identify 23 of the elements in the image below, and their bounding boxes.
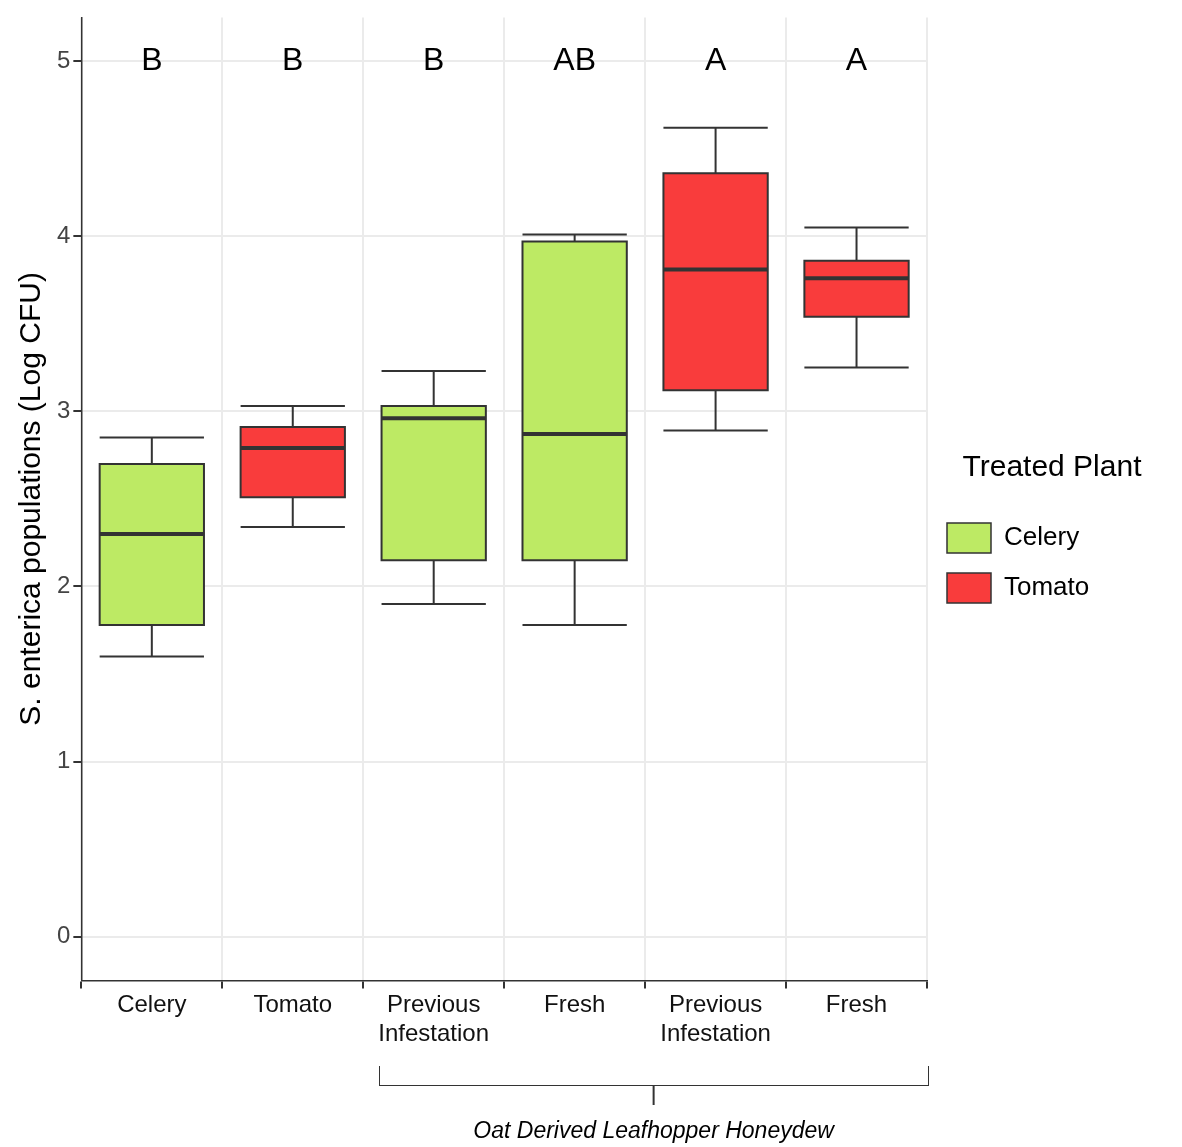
y-tick-label: 0 xyxy=(56,921,71,949)
text: Oat Derived Leafhopper Honeydew xyxy=(473,1117,836,1144)
annotation: AB xyxy=(553,41,596,77)
annotation: B xyxy=(141,41,163,77)
x-tick-label: Previous Infestation xyxy=(660,990,771,1047)
y-tick-label: 1 xyxy=(56,746,71,774)
x-tick-label: Tomato xyxy=(253,990,333,1018)
y-tick-label: 2 xyxy=(56,571,71,599)
x-tick-label: Celery xyxy=(117,990,187,1018)
x-tick-label: Fresh xyxy=(825,990,888,1018)
x-tick-label: Previous Infestation xyxy=(378,990,490,1047)
legend-label: Celery xyxy=(1004,521,1080,552)
y-tick-label: 5 xyxy=(56,45,71,73)
y-tick-label: 4 xyxy=(56,220,71,248)
annotation: A xyxy=(845,41,868,77)
legend-title: Treated Plant xyxy=(962,449,1143,483)
y-axis-title: S. enterica populations (Log CFU) xyxy=(13,272,47,726)
x-tick-label: Fresh xyxy=(543,990,606,1018)
annotation: B xyxy=(282,41,304,77)
legend-label: Tomato xyxy=(1004,571,1090,602)
annotation: A xyxy=(704,41,727,77)
y-tick-label: 3 xyxy=(56,395,71,423)
annotation: B xyxy=(423,41,445,77)
